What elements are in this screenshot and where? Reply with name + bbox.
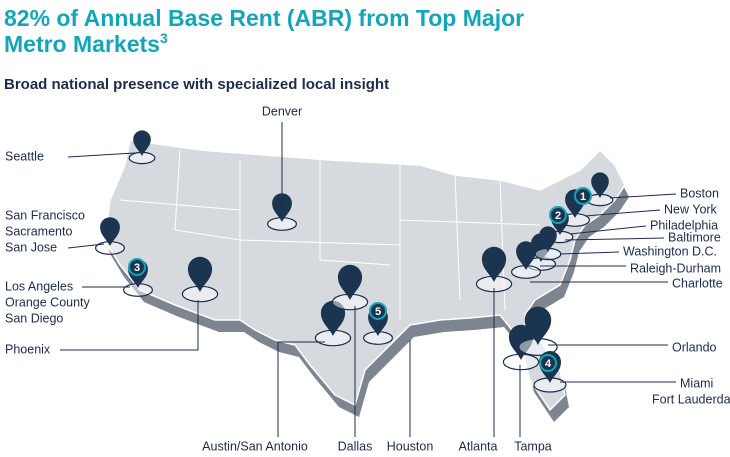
- city-label: Charlotte: [672, 276, 723, 290]
- city-label: Washington D.C.: [623, 244, 717, 258]
- badge-number: 1: [580, 191, 586, 203]
- pin: [481, 246, 507, 282]
- city-label: Orange County: [5, 295, 91, 309]
- map-land: [104, 139, 626, 412]
- city-label: Miami: [680, 376, 713, 390]
- city-label: Raleigh-Durham: [630, 261, 721, 275]
- city-label: Denver: [262, 104, 302, 118]
- badge: [549, 206, 567, 224]
- title-line: Metro Markets3: [4, 30, 168, 57]
- state-lines: [119, 149, 541, 320]
- city-label: Seattle: [5, 149, 44, 163]
- leader-line: [559, 251, 620, 255]
- leader-line: [569, 225, 647, 235]
- city-label: Phoenix: [5, 342, 51, 356]
- badge-number: 4: [545, 358, 552, 370]
- city-label: Boston: [680, 186, 719, 200]
- pin: [591, 172, 609, 198]
- footnote-mark: 3: [160, 30, 168, 46]
- leader-line: [584, 209, 661, 217]
- title-text: Metro Markets: [4, 31, 160, 57]
- city-label: Houston: [387, 439, 434, 453]
- city-label: San Diego: [5, 311, 63, 325]
- badge-number: 3: [134, 262, 140, 274]
- pin: [133, 130, 151, 156]
- title-line: 82% of Annual Base Rent (ABR) from Top M…: [4, 5, 524, 31]
- leader-line: [277, 341, 325, 437]
- city-label: Atlanta: [459, 439, 498, 453]
- city-label: Los Angeles: [5, 279, 73, 293]
- subtitle: Broad national presence with specialized…: [4, 76, 389, 93]
- city-label: Austin/San Antonio: [202, 439, 308, 453]
- city-label: Philadelphia: [650, 218, 718, 232]
- pin: [187, 256, 213, 292]
- badge-number: 5: [375, 306, 381, 318]
- city-label: New York: [664, 202, 718, 216]
- leader-line: [60, 300, 199, 351]
- pin: [100, 217, 120, 246]
- city-label: San Jose: [5, 240, 57, 254]
- badge-number: 2: [555, 210, 561, 222]
- city-label: Fort Lauderdale: [652, 392, 730, 406]
- pin: [337, 264, 363, 300]
- badge: [369, 302, 387, 320]
- city-label: Orlando: [672, 340, 717, 354]
- city-label: Tampa: [514, 439, 552, 453]
- badge: [539, 354, 557, 372]
- leader-line: [67, 243, 105, 249]
- us-map: [104, 139, 629, 422]
- city-label: Dallas: [338, 439, 373, 453]
- leader-line: [564, 237, 665, 241]
- city-label: Baltimore: [668, 230, 721, 244]
- city-label: Sacramento: [5, 224, 72, 238]
- pin: [320, 300, 346, 336]
- leader-line: [609, 193, 677, 199]
- badge: [574, 187, 592, 205]
- badge: [128, 258, 146, 276]
- city-label: San Francisco: [5, 208, 85, 222]
- leader-line: [67, 152, 136, 158]
- pin: [516, 241, 536, 270]
- pin: [524, 306, 552, 345]
- pin: [539, 226, 557, 252]
